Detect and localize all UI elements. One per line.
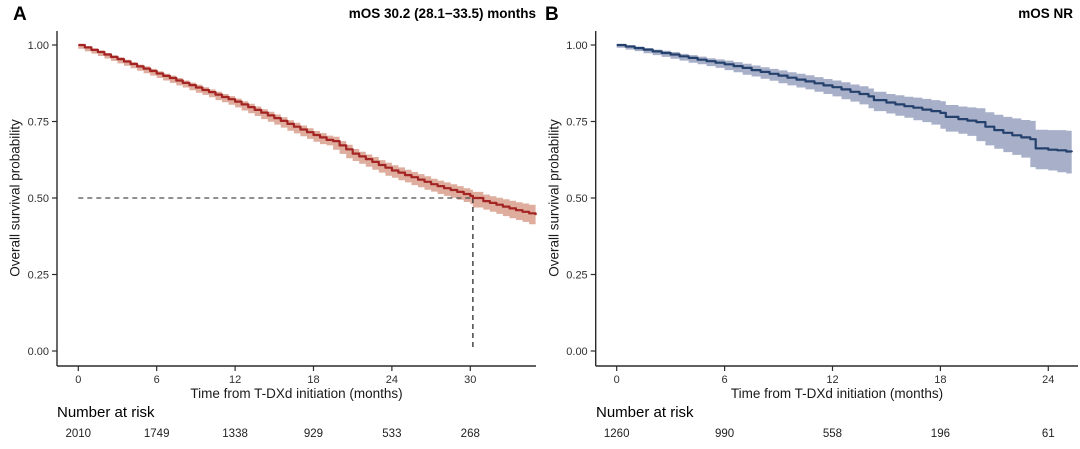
risk-count: 2010 [66,428,92,440]
risk-count: 61 [1042,428,1055,440]
x-tick-label: 24 [386,374,398,386]
panel-a-number-at-risk-label: Number at risk [57,404,155,421]
y-tick-label: 1.00 [566,40,587,52]
risk-count: 1260 [604,428,630,440]
risk-count: 558 [823,428,842,440]
x-tick-label: 18 [307,374,319,386]
y-tick-label: 0.25 [28,270,49,282]
panel-b-title: mOS NR [1018,6,1073,21]
x-tick-label: 30 [464,374,476,386]
y-tick-label: 0.00 [566,346,587,358]
x-tick-label: 18 [934,374,946,386]
y-tick-label: 0.50 [28,193,49,205]
panel-a-title: mOS 30.2 (28.1−33.5) months [348,6,536,21]
x-tick-label: 6 [154,374,160,386]
y-tick-label: 1.00 [28,40,49,52]
x-tick-label: 24 [1042,374,1054,386]
panel-a-y-axis-label: Overall survival probability [7,119,23,277]
risk-count: 268 [461,428,480,440]
risk-count: 533 [382,428,401,440]
x-tick-label: 0 [614,374,620,386]
risk-count: 990 [715,428,734,440]
risk-count: 929 [304,428,323,440]
panel-a-label: A [13,4,27,25]
y-tick-label: 0.00 [28,346,49,358]
panel-b-label: B [545,4,559,25]
x-tick-label: 12 [826,374,838,386]
y-tick-label: 0.25 [566,270,587,282]
risk-count: 196 [931,428,950,440]
panel-b-y-axis-label: Overall survival probability [546,119,562,277]
survival-curve [78,43,537,216]
panel-a-x-axis-label: Time from T-DXd initiation (months) [190,386,403,401]
survival-curve [616,43,1073,153]
x-tick-label: 0 [75,374,81,386]
y-tick-label: 0.50 [566,193,587,205]
confidence-band [616,45,1072,174]
x-tick-label: 12 [229,374,241,386]
risk-count: 1749 [144,428,170,440]
y-tick-label: 0.75 [566,117,587,129]
panel-b-number-at-risk-label: Number at risk [596,404,694,421]
risk-count: 1338 [222,428,248,440]
panel-b-x-axis-label: Time from T-DXd initiation (months) [730,386,944,401]
y-tick-label: 0.75 [28,117,49,129]
x-tick-label: 6 [722,374,728,386]
